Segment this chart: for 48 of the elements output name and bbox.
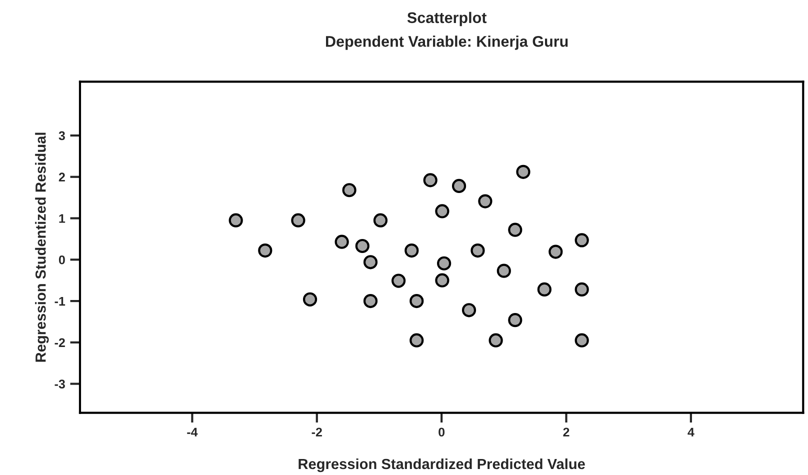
point — [258, 243, 272, 258]
point — [404, 243, 419, 258]
y-tick-label: 2 — [58, 172, 65, 182]
point — [516, 164, 530, 179]
y-axis-title: Regression Studentized Residual — [35, 132, 49, 362]
x-tick-label: -2 — [312, 428, 322, 436]
y-tick-label: 3 — [58, 131, 65, 140]
point — [462, 303, 476, 318]
point — [496, 264, 511, 278]
y-tick-label: 1 — [59, 214, 66, 223]
x-tick-label: 4 — [688, 428, 694, 436]
x-tick-label: 2 — [563, 428, 570, 436]
x-axis-title: Regression Standardized Predicted Value — [298, 458, 585, 472]
point — [342, 183, 356, 198]
y-tick-label: -1 — [54, 296, 66, 306]
point — [508, 222, 522, 237]
point — [452, 178, 466, 194]
point — [488, 333, 503, 348]
point — [435, 204, 450, 218]
point — [363, 294, 378, 308]
point — [537, 282, 552, 297]
point — [291, 213, 306, 228]
point — [574, 333, 589, 348]
point — [437, 256, 452, 270]
point — [423, 173, 438, 188]
point — [392, 274, 406, 288]
point — [363, 255, 378, 270]
point — [435, 273, 450, 288]
point — [574, 282, 589, 297]
chart-subtitle: Dependent Variable: Kinerja Guru — [326, 36, 568, 50]
point — [334, 234, 349, 249]
point — [373, 213, 388, 228]
y-tick-label: -2 — [54, 338, 65, 347]
point — [470, 243, 485, 258]
y-tick-label: 0 — [58, 255, 65, 264]
point — [548, 244, 563, 259]
point — [574, 233, 589, 248]
point — [508, 313, 522, 328]
point — [228, 213, 243, 228]
chart-title: Scatterplot — [407, 12, 487, 26]
point — [302, 292, 318, 306]
x-tick-label: 0 — [438, 428, 445, 437]
point — [410, 333, 424, 348]
y-tick-label: -3 — [54, 380, 65, 388]
x-tick-label: -4 — [187, 428, 198, 436]
point — [410, 294, 424, 308]
point — [478, 194, 492, 208]
point — [355, 238, 370, 254]
